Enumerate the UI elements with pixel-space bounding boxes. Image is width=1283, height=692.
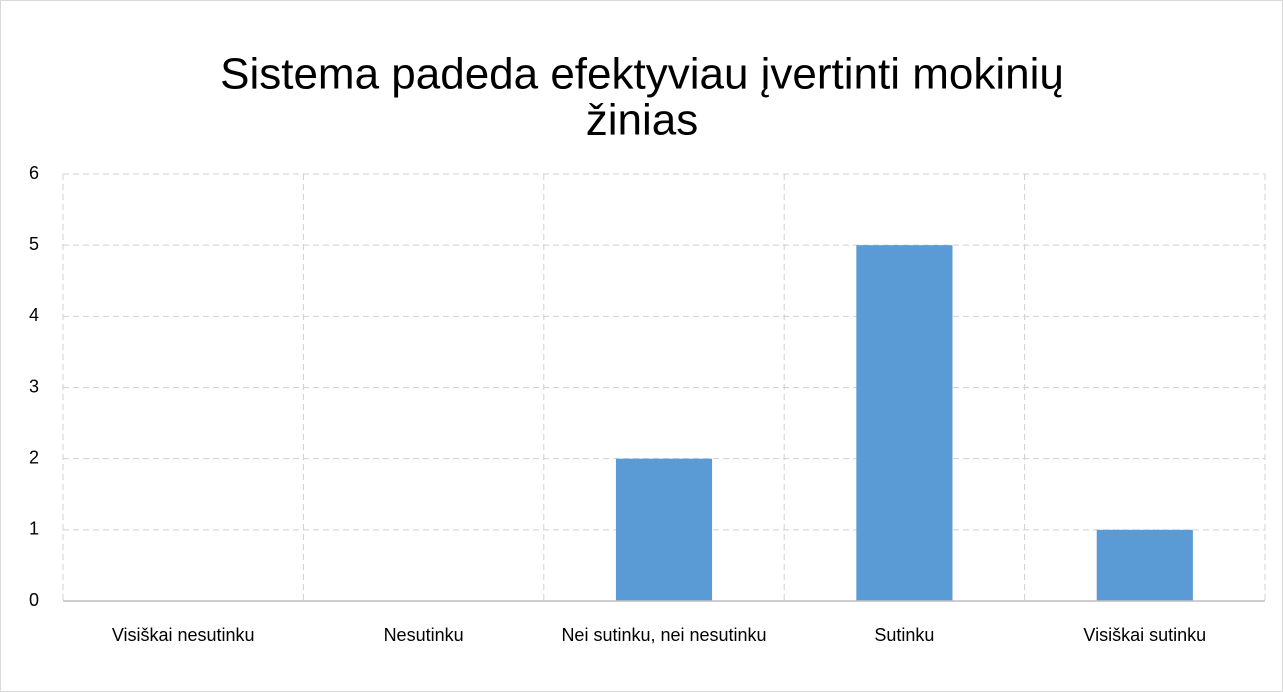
y-tick-label: 0: [29, 590, 39, 610]
x-tick-label: Sutinku: [874, 625, 935, 645]
chart-title: Sistema padeda efektyviau įvertinti moki…: [220, 50, 1064, 99]
y-tick-label: 1: [29, 519, 39, 539]
bar: [615, 458, 713, 601]
y-tick-label: 2: [29, 447, 39, 467]
x-tick-label: Visiškai sutinku: [1083, 625, 1207, 645]
y-tick-label: 5: [29, 234, 39, 254]
y-tick-label: 6: [29, 163, 39, 183]
chart-title: žinias: [586, 96, 699, 145]
x-tick-label: Nei sutinku, nei nesutinku: [561, 625, 767, 645]
y-tick-label: 3: [29, 376, 39, 396]
bar: [1096, 529, 1193, 601]
y-tick-label: 4: [29, 305, 39, 325]
x-tick-label: Visiškai nesutinku: [111, 625, 255, 645]
bar: [856, 245, 953, 601]
x-tick-label: Nesutinku: [383, 625, 464, 645]
